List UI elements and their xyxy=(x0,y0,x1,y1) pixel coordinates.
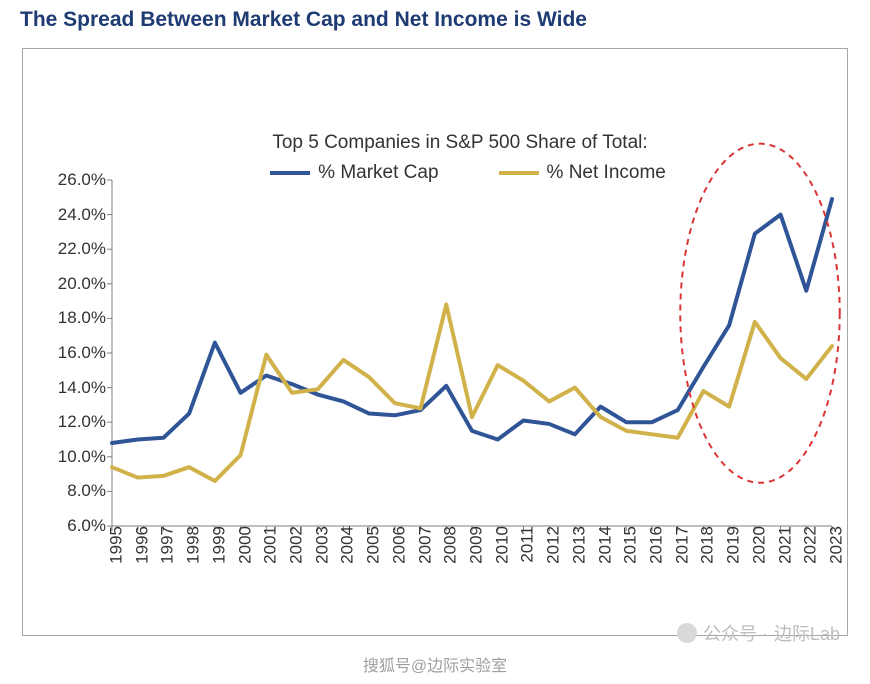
y-tick-label: 24.0% xyxy=(58,205,112,225)
x-tick-label: 2001 xyxy=(257,526,281,564)
x-tick-label: 1996 xyxy=(128,526,152,564)
x-tick-label: 1999 xyxy=(205,526,229,564)
x-tick-label: 2016 xyxy=(642,526,666,564)
y-tick-label: 20.0% xyxy=(58,274,112,294)
x-tick-label: 2022 xyxy=(797,526,821,564)
page-title: The Spread Between Market Cap and Net In… xyxy=(20,8,587,32)
x-tick-label: 1998 xyxy=(180,526,204,564)
x-tick-label: 2005 xyxy=(360,526,384,564)
x-tick-label: 2008 xyxy=(437,526,461,564)
y-tick-label: 22.0% xyxy=(58,239,112,259)
watermark-wechat: 公众号 · 边际Lab xyxy=(677,620,840,646)
watermark-sohu: 搜狐号@边际实验室 xyxy=(363,652,507,676)
y-tick-label: 14.0% xyxy=(58,378,112,398)
chart-plot-area: 6.0%8.0%10.0%12.0%14.0%16.0%18.0%20.0%22… xyxy=(112,180,832,526)
y-tick-label: 12.0% xyxy=(58,412,112,432)
x-tick-label: 2018 xyxy=(694,526,718,564)
x-tick-label: 2002 xyxy=(282,526,306,564)
x-tick-label: 2020 xyxy=(745,526,769,564)
x-tick-label: 2014 xyxy=(591,526,615,564)
wechat-icon xyxy=(677,623,697,643)
x-tick-label: 2013 xyxy=(565,526,589,564)
y-tick-label: 18.0% xyxy=(58,308,112,328)
watermark-wechat-name: 边际Lab xyxy=(774,620,840,646)
watermark-wechat-prefix: 公众号 · xyxy=(703,620,768,646)
chart-subtitle: Top 5 Companies in S&P 500 Share of Tota… xyxy=(200,132,720,154)
x-tick-label: 1997 xyxy=(154,526,178,564)
x-tick-label: 2009 xyxy=(462,526,486,564)
legend-swatch xyxy=(270,171,310,175)
x-tick-label: 2007 xyxy=(411,526,435,564)
x-tick-label: 2006 xyxy=(385,526,409,564)
x-tick-label: 2017 xyxy=(668,526,692,564)
x-tick-label: 2019 xyxy=(720,526,744,564)
x-tick-label: 2010 xyxy=(488,526,512,564)
x-tick-label: 2004 xyxy=(334,526,358,564)
x-tick-label: 1995 xyxy=(102,526,126,564)
x-tick-label: 2011 xyxy=(514,526,538,563)
y-tick-label: 10.0% xyxy=(58,447,112,467)
x-tick-label: 2012 xyxy=(540,526,564,564)
legend-swatch xyxy=(499,171,539,175)
x-tick-label: 2003 xyxy=(308,526,332,564)
series-line xyxy=(112,199,832,443)
x-tick-label: 2023 xyxy=(822,526,846,564)
highlight-ellipse xyxy=(680,144,839,483)
chart-svg xyxy=(112,180,832,526)
y-tick-label: 26.0% xyxy=(58,170,112,190)
x-tick-label: 2021 xyxy=(771,526,795,564)
y-tick-label: 16.0% xyxy=(58,343,112,363)
x-tick-label: 2015 xyxy=(617,526,641,564)
y-tick-label: 8.0% xyxy=(67,481,112,501)
x-tick-label: 2000 xyxy=(231,526,255,564)
